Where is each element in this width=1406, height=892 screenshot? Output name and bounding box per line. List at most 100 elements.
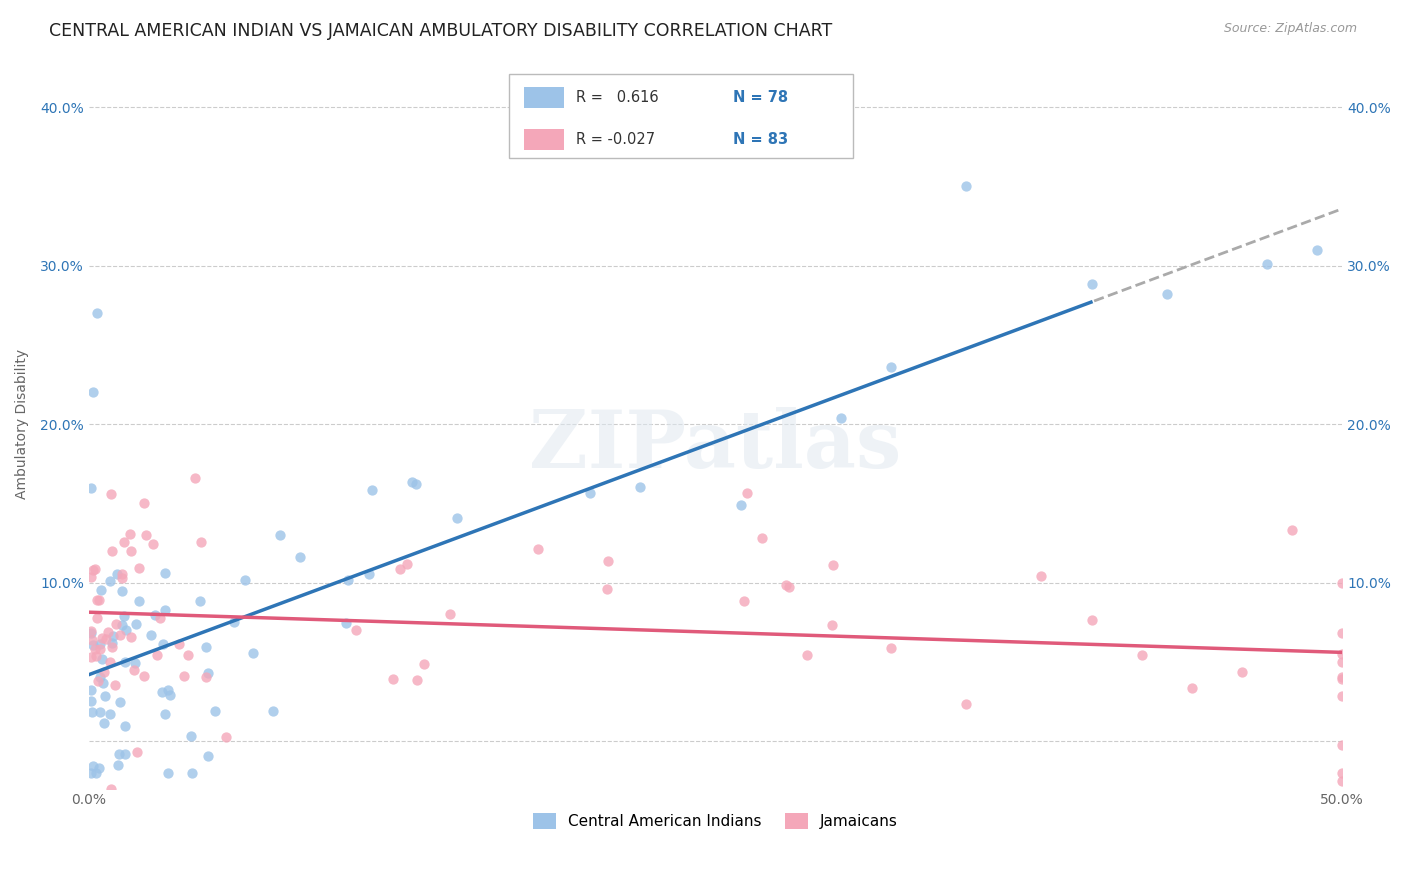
- Point: [111, 618, 134, 632]
- Point: [89, 593, 111, 607]
- Point: [401, 475, 423, 489]
- Point: [80, 765, 103, 780]
- Point: [579, 486, 602, 500]
- Point: [190, 535, 212, 549]
- Point: [80, 569, 103, 583]
- Point: [94, 689, 117, 703]
- Point: [90, 583, 112, 598]
- Point: [128, 561, 150, 575]
- Point: [150, 685, 173, 699]
- Point: [796, 648, 818, 662]
- Point: [1130, 648, 1153, 663]
- Point: [233, 573, 256, 587]
- Point: [155, 706, 177, 721]
- Point: [337, 573, 360, 587]
- Point: [89, 706, 111, 720]
- Point: [1080, 613, 1102, 627]
- Point: [197, 666, 219, 681]
- Text: CENTRAL AMERICAN INDIAN VS JAMAICAN AMBULATORY DISABILITY CORRELATION CHART: CENTRAL AMERICAN INDIAN VS JAMAICAN AMBU…: [49, 22, 832, 40]
- Point: [1331, 670, 1354, 684]
- Point: [120, 527, 142, 541]
- Point: [197, 749, 219, 764]
- Point: [152, 637, 174, 651]
- Text: Source: ZipAtlas.com: Source: ZipAtlas.com: [1223, 22, 1357, 36]
- Point: [105, 567, 128, 582]
- Point: [120, 544, 142, 558]
- Point: [84, 642, 107, 657]
- Point: [1181, 681, 1204, 695]
- Point: [139, 628, 162, 642]
- Text: R = -0.027: R = -0.027: [576, 132, 655, 147]
- Point: [382, 673, 405, 687]
- Text: ZIPatlas: ZIPatlas: [530, 407, 901, 485]
- Point: [82, 563, 104, 577]
- Point: [112, 535, 135, 549]
- Point: [80, 624, 103, 638]
- Point: [395, 557, 418, 571]
- Point: [153, 603, 176, 617]
- Point: [84, 765, 107, 780]
- Point: [1331, 655, 1354, 669]
- Point: [107, 758, 129, 772]
- Point: [830, 410, 852, 425]
- Point: [1031, 568, 1053, 582]
- Point: [148, 611, 170, 625]
- Point: [1156, 286, 1178, 301]
- Point: [82, 638, 104, 652]
- Point: [1331, 738, 1354, 752]
- Legend: Central American Indians, Jamaicans: Central American Indians, Jamaicans: [527, 807, 904, 836]
- Point: [134, 669, 156, 683]
- Point: [361, 483, 384, 497]
- Point: [955, 697, 977, 711]
- Point: [89, 637, 111, 651]
- Point: [262, 704, 284, 718]
- Point: [124, 656, 146, 670]
- Point: [1331, 626, 1354, 640]
- Point: [104, 617, 127, 632]
- Point: [405, 477, 427, 491]
- Point: [389, 562, 412, 576]
- Point: [108, 747, 131, 761]
- Point: [269, 528, 291, 542]
- Point: [98, 574, 121, 588]
- Point: [1331, 672, 1354, 686]
- Y-axis label: Ambulatory Disability: Ambulatory Disability: [15, 349, 30, 500]
- Text: R =   0.616: R = 0.616: [576, 90, 659, 105]
- Point: [87, 673, 110, 688]
- Point: [596, 582, 619, 596]
- Bar: [524, 128, 564, 150]
- Point: [1080, 277, 1102, 292]
- Point: [122, 663, 145, 677]
- Point: [735, 485, 758, 500]
- Point: [108, 695, 131, 709]
- Point: [1331, 575, 1354, 590]
- Text: N = 83: N = 83: [733, 132, 789, 147]
- Point: [115, 623, 138, 637]
- Point: [112, 608, 135, 623]
- Point: [406, 673, 429, 687]
- Point: [156, 682, 179, 697]
- Point: [159, 688, 181, 702]
- Point: [89, 642, 111, 657]
- Point: [167, 637, 190, 651]
- Point: [134, 496, 156, 510]
- Point: [101, 640, 124, 654]
- Point: [128, 593, 150, 607]
- Point: [194, 640, 217, 654]
- Point: [153, 566, 176, 581]
- Point: [80, 481, 103, 495]
- Point: [146, 648, 169, 662]
- Point: [446, 511, 468, 525]
- Point: [188, 594, 211, 608]
- Point: [143, 607, 166, 622]
- Point: [596, 554, 619, 568]
- Point: [821, 618, 844, 632]
- Point: [1256, 257, 1278, 271]
- Point: [413, 657, 436, 672]
- Point: [90, 631, 112, 645]
- Point: [335, 616, 357, 631]
- Point: [94, 632, 117, 647]
- Point: [778, 581, 800, 595]
- Point: [204, 704, 226, 718]
- Point: [1331, 689, 1354, 703]
